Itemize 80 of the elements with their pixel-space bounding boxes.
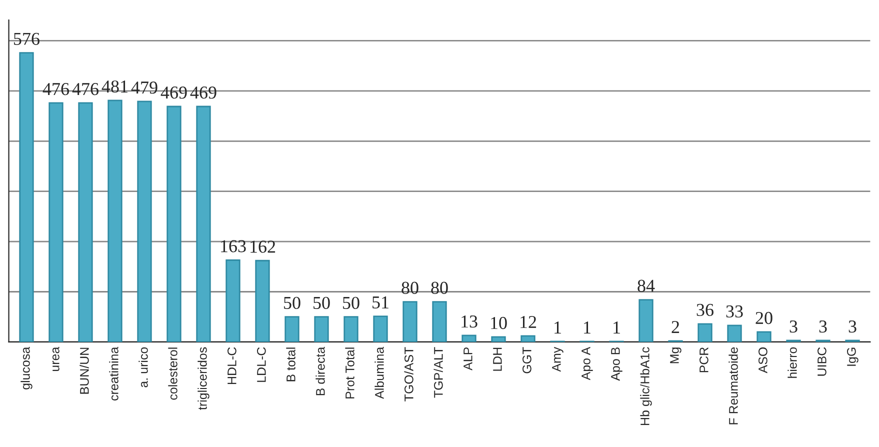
bar [166,106,182,342]
bar [19,52,34,342]
data-label: 162 [250,240,276,253]
data-label: 36 [696,304,714,316]
x-tick-label: creatinina [109,346,118,400]
x-tick-label: PCR [700,347,708,372]
x-tick-label: UIBC [818,347,826,376]
x-tick-label: IgG [847,348,858,366]
data-label: 84 [638,280,655,292]
bar [255,260,270,342]
bar [402,301,418,342]
x-tick-label: Mg [670,348,682,364]
bar [284,316,300,342]
data-label: 13 [462,315,478,328]
bar [226,259,240,342]
bar [698,323,712,342]
bar [727,324,742,342]
data-label: 1 [554,322,561,334]
data-label: 3 [790,320,798,333]
bar [196,106,211,342]
data-label: 50 [314,296,330,310]
data-label: 163 [221,240,246,252]
x-tick-label: colesterol [168,348,178,400]
bar [314,316,329,342]
x-tick-label: a. urico [138,347,148,388]
bar [520,335,536,342]
data-label: 12 [520,316,536,328]
bar [108,100,122,342]
bar [48,102,64,342]
x-tick-label: LDH [493,348,502,371]
x-tick-label: Hb glic/HbA1c [640,347,652,425]
data-label: 20 [756,312,772,324]
data-label: 2 [672,320,680,333]
bar [432,301,447,342]
data-label: 3 [848,320,856,333]
x-tick-label: ALP [464,347,472,370]
data-label: 476 [42,83,69,96]
x-tick-label: Apo A [582,346,593,380]
data-label: 50 [284,296,300,310]
data-label: 80 [431,282,448,294]
data-label: 10 [491,316,507,330]
bar [491,336,506,342]
x-tick-label: trigliceridos [198,347,210,410]
x-tick-label: BUN/UN [80,348,89,394]
bar [756,331,772,342]
bar [373,316,388,342]
x-tick-label: glucosa [20,346,32,390]
data-label: 33 [726,305,743,318]
x-tick-label: TGP/ALT [434,347,443,398]
data-label: 576 [14,32,40,45]
x-tick-label: urea [52,346,60,372]
x-tick-label: GGT [522,347,532,374]
data-label: 51 [372,296,388,309]
x-tick-label: LDL-C [257,347,266,382]
x-tick-label: Prot Total [345,348,354,398]
data-label: 1 [614,322,620,334]
data-label: 479 [131,82,158,94]
x-tick-label: F Reumatoide [728,347,738,424]
data-label: 1 [584,322,590,334]
bar [462,334,476,342]
bar [638,299,654,342]
data-label: 481 [102,80,128,93]
bar [78,102,93,342]
x-tick-label: B directa [316,346,325,396]
x-tick-label: Albumina [374,346,384,399]
x-tick-label: Apo B [611,347,622,381]
x-tick-label: TGO/AST [404,347,414,402]
data-label: 80 [402,282,418,294]
x-tick-label: B total [286,348,296,382]
data-label: 3 [819,320,827,333]
data-label: 50 [343,296,360,310]
x-tick-label: HDL-C [228,347,236,384]
x-tick-label: Amy [552,346,564,372]
data-label: 476 [72,83,98,96]
data-label: 469 [160,86,187,99]
bar [344,316,358,342]
bar [137,100,152,342]
x-tick-label: hierro [788,347,797,378]
x-tick-label: ASO [758,347,768,374]
data-label: 469 [190,86,216,99]
